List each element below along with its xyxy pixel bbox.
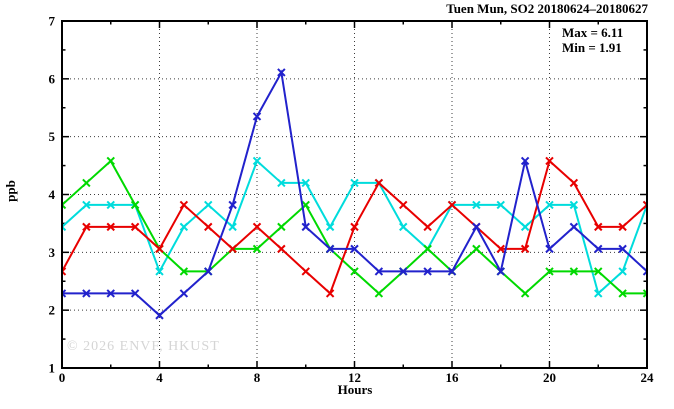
series-blue-line [62, 68, 647, 320]
x-tick-label: 20 [543, 370, 556, 385]
x-tick-label: 16 [446, 370, 460, 385]
chart-title: Tuen Mun, SO2 20180624–20180627 [446, 1, 648, 16]
y-tick-label: 4 [49, 187, 56, 202]
y-tick-label: 2 [49, 303, 56, 318]
series-markers-blue-line [62, 68, 647, 320]
y-tick-label: 7 [49, 14, 56, 29]
y-tick-label: 3 [49, 245, 56, 260]
x-tick-label: 12 [348, 370, 361, 385]
x-tick-label: 0 [59, 370, 66, 385]
x-tick-label: 4 [156, 370, 163, 385]
x-axis-label: Hours [337, 382, 373, 397]
y-tick-label: 5 [49, 129, 56, 144]
plot-border [61, 20, 648, 369]
gridlines [62, 21, 647, 368]
watermark: © 2026 ENVF, HKUST [67, 339, 220, 354]
series-group [62, 68, 647, 320]
x-tick-label: 24 [641, 370, 655, 385]
y-tick-label: 6 [49, 71, 56, 86]
min-annotation: Min = 1.91 [562, 40, 622, 55]
x-tick-label: 8 [254, 370, 261, 385]
max-annotation: Max = 6.11 [562, 25, 624, 40]
y-tick-label: 1 [49, 361, 56, 376]
